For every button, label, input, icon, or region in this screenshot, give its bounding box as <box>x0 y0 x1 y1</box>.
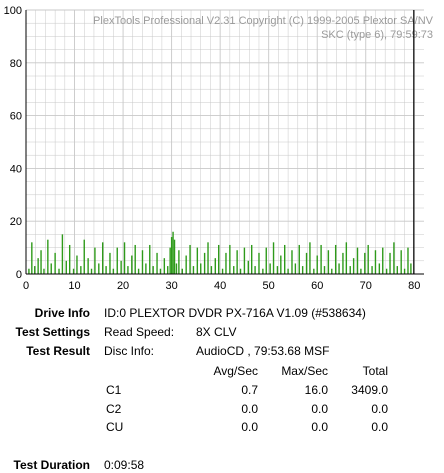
test-duration-value: 0:09:58 <box>104 458 145 472</box>
y-tick-label: 60 <box>10 111 22 123</box>
col-header-avg: Avg/Sec <box>213 364 258 378</box>
x-tick-label: 10 <box>68 280 80 292</box>
x-tick-label: 70 <box>360 280 372 292</box>
test-duration-label: Test Duration <box>13 458 90 472</box>
row-name: C2 <box>106 402 122 416</box>
disc-info-label: Disc Info: <box>104 344 155 358</box>
y-tick-label: 40 <box>10 163 22 175</box>
row-max: 16.0 <box>304 383 328 397</box>
y-tick-label: 100 <box>4 5 22 17</box>
y-tick-label: 80 <box>10 58 22 70</box>
col-header-total: Total <box>362 364 388 378</box>
c1-bars <box>28 231 412 274</box>
x-tick-label: 50 <box>263 280 275 292</box>
row-avg: 0.7 <box>241 383 258 397</box>
row-avg: 0.0 <box>241 402 258 416</box>
read-speed-value: 8X CLV <box>196 325 237 339</box>
drive-info-label: Drive Info <box>34 306 90 320</box>
row-avg: 0.0 <box>241 420 258 434</box>
axis-ticks: 0 10 20 30 40 50 60 70 80 0 20 40 60 80 100 <box>4 5 421 292</box>
row-total: 0.0 <box>371 420 388 434</box>
x-tick-label: 80 <box>408 280 420 292</box>
x-tick-label: 40 <box>214 280 226 292</box>
c1-error-chart: PlexTools Professional V2.31 Copyright (… <box>4 5 434 292</box>
y-tick-label: 0 <box>16 269 22 281</box>
row-name: C1 <box>106 383 122 397</box>
row-total: 0.0 <box>371 402 388 416</box>
drive-info-value: ID:0 PLEXTOR DVDR PX-716A V1.09 (#538634… <box>104 306 366 320</box>
x-tick-label: 60 <box>311 280 323 292</box>
row-name: CU <box>106 420 124 434</box>
y-tick-label: 20 <box>10 216 22 228</box>
watermark-line-2: SKC (type 6), 79:59:73 <box>321 29 433 41</box>
chart-grid <box>25 9 424 275</box>
row-total: 3409.0 <box>351 383 388 397</box>
row-max: 0.0 <box>311 420 328 434</box>
test-settings-label: Test Settings <box>15 325 90 339</box>
disc-info-value: AudioCD , 79:53.68 MSF <box>196 344 330 358</box>
x-tick-label: 20 <box>117 280 129 292</box>
read-speed-label: Read Speed: <box>104 325 175 339</box>
test-result-label: Test Result <box>26 344 90 358</box>
watermark-line-1: PlexTools Professional V2.31 Copyright (… <box>93 15 434 27</box>
row-max: 0.0 <box>311 402 328 416</box>
x-tick-label: 0 <box>23 280 29 292</box>
col-header-max: Max/Sec <box>281 364 328 378</box>
x-tick-label: 30 <box>165 280 177 292</box>
